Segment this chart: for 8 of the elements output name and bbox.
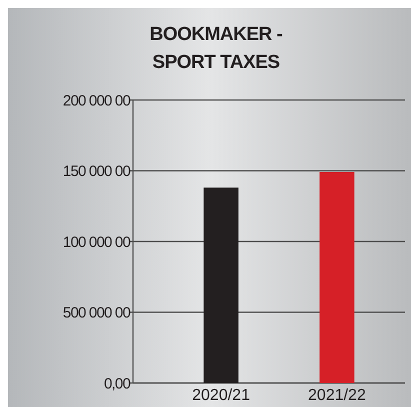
x-tick-label: 2020/21 xyxy=(192,387,250,404)
annotation: 150 000 00 xyxy=(62,163,130,180)
annotation: 500 000 00 xyxy=(62,304,130,322)
annotation: 100 000 00 xyxy=(62,234,130,251)
annotation: 0,00 xyxy=(104,375,130,392)
chart-title: BOOKMAKER - SPORT TAXES xyxy=(150,24,283,73)
x-tick-label: 2021/22 xyxy=(308,387,366,404)
text: 200 000 00 xyxy=(62,92,130,110)
